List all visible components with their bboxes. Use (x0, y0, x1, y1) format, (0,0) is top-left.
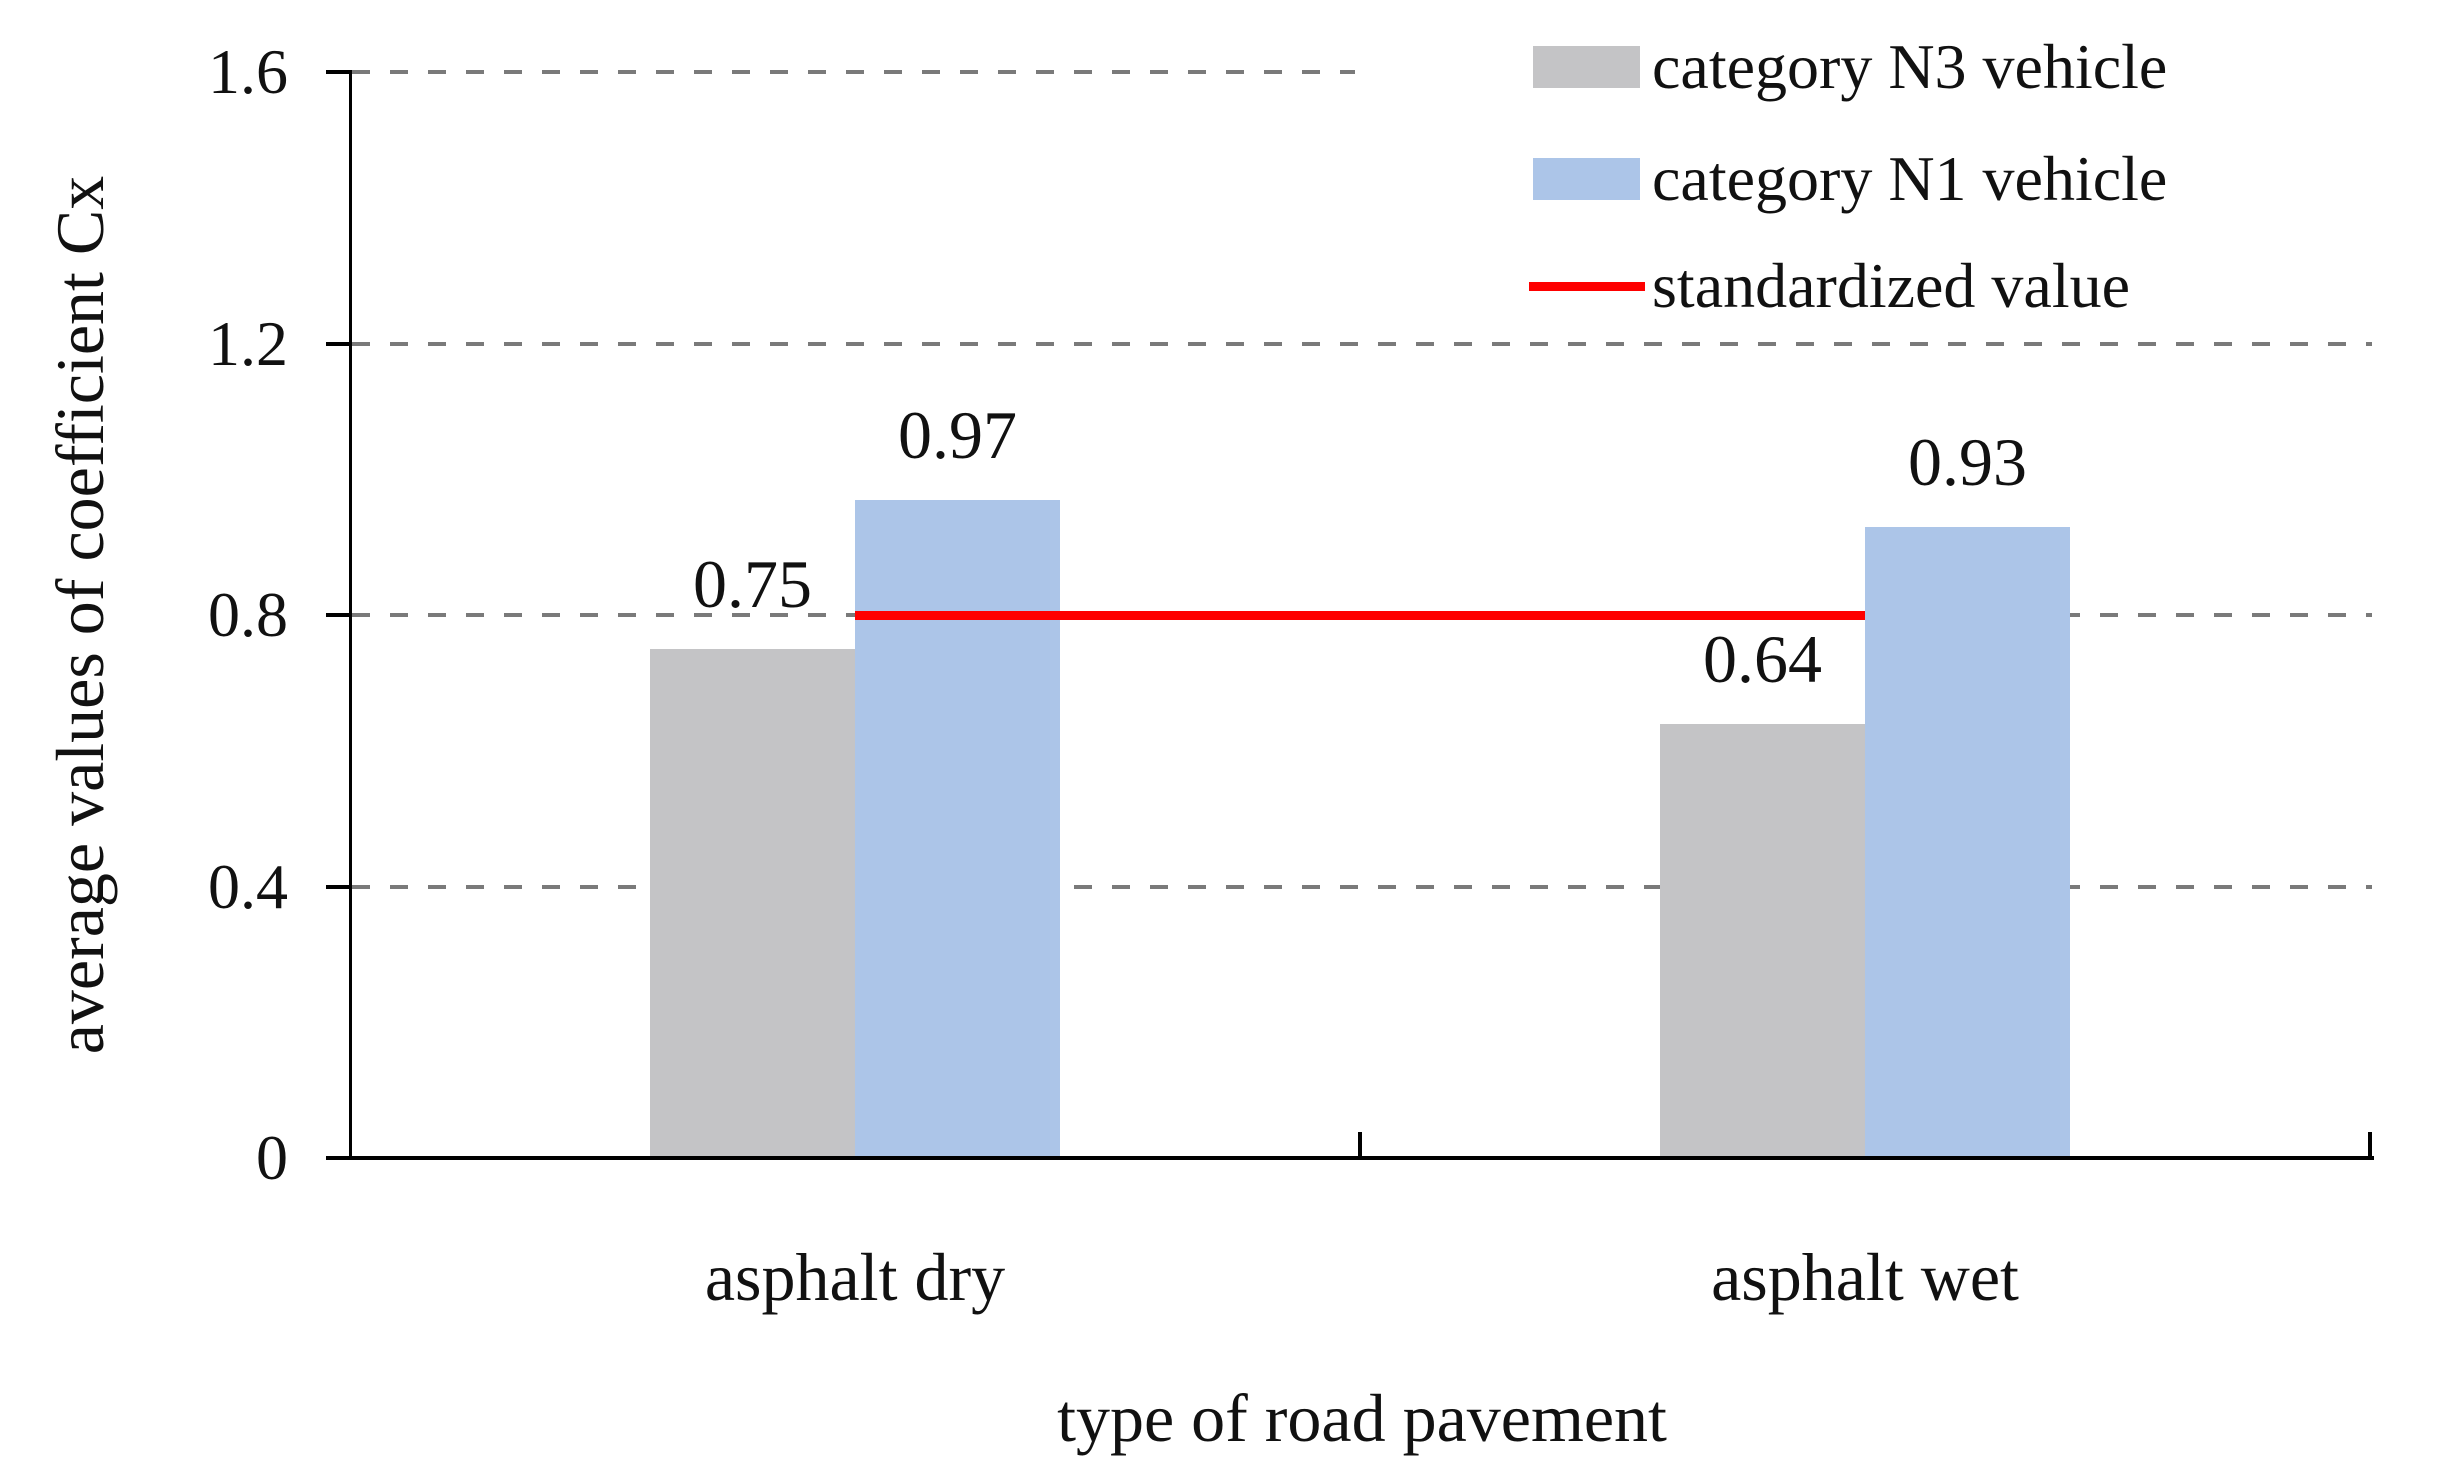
bar-label-0.97: 0.97 (898, 396, 1017, 473)
y-axis-tick-0.4 (326, 884, 352, 889)
x-axis-tick-mid (1358, 1132, 1362, 1158)
bar-label-0.64: 0.64 (1703, 620, 1822, 697)
gridline-0.4 (352, 884, 2372, 889)
legend-swatch-n3 (1533, 46, 1640, 88)
bar-asphalt-wet-series1 (1660, 723, 1865, 1156)
y-axis-tick-0.8 (326, 613, 352, 617)
x-tick-label-asphalt-dry: asphalt dry (704, 1239, 1006, 1315)
bar-label-0.93: 0.93 (1908, 423, 2027, 500)
bar-asphalt-dry-series2 (855, 499, 1060, 1156)
y-tick-label-0.8: 0.8 (208, 579, 288, 650)
y-tick-label-1.6: 1.6 (208, 36, 288, 107)
legend-swatch-n1 (1533, 158, 1640, 200)
gridline-1.2 (352, 341, 2372, 346)
y-tick-label-0.4: 0.4 (208, 850, 288, 922)
legend-line-standardized (1529, 282, 1645, 291)
y-tick-label-1.2: 1.2 (208, 307, 288, 379)
y-axis-tick-1.6 (326, 70, 352, 74)
x-tick-label-asphalt-wet: asphalt wet (1711, 1239, 2019, 1315)
legend-label-standardized: standardized value (1652, 250, 2130, 321)
y-axis-tick-1.2 (326, 341, 352, 346)
standardized-value-line (855, 611, 1865, 620)
legend-label-n3: category N3 vehicle (1652, 31, 2168, 102)
y-axis-tick-0 (326, 1156, 352, 1160)
bar-asphalt-dry-series1 (650, 648, 855, 1156)
x-axis-title: type of road pavement (1057, 1380, 1667, 1456)
bar-asphalt-wet-series2 (1865, 526, 2070, 1156)
x-axis-line (326, 1156, 2374, 1160)
legend-label-n1: category N1 vehicle (1652, 143, 2168, 214)
x-axis-tick-right (2368, 1132, 2372, 1158)
y-tick-label-0: 0 (256, 1122, 288, 1193)
bar-label-0.75: 0.75 (693, 545, 812, 622)
legend (1355, 10, 2415, 330)
